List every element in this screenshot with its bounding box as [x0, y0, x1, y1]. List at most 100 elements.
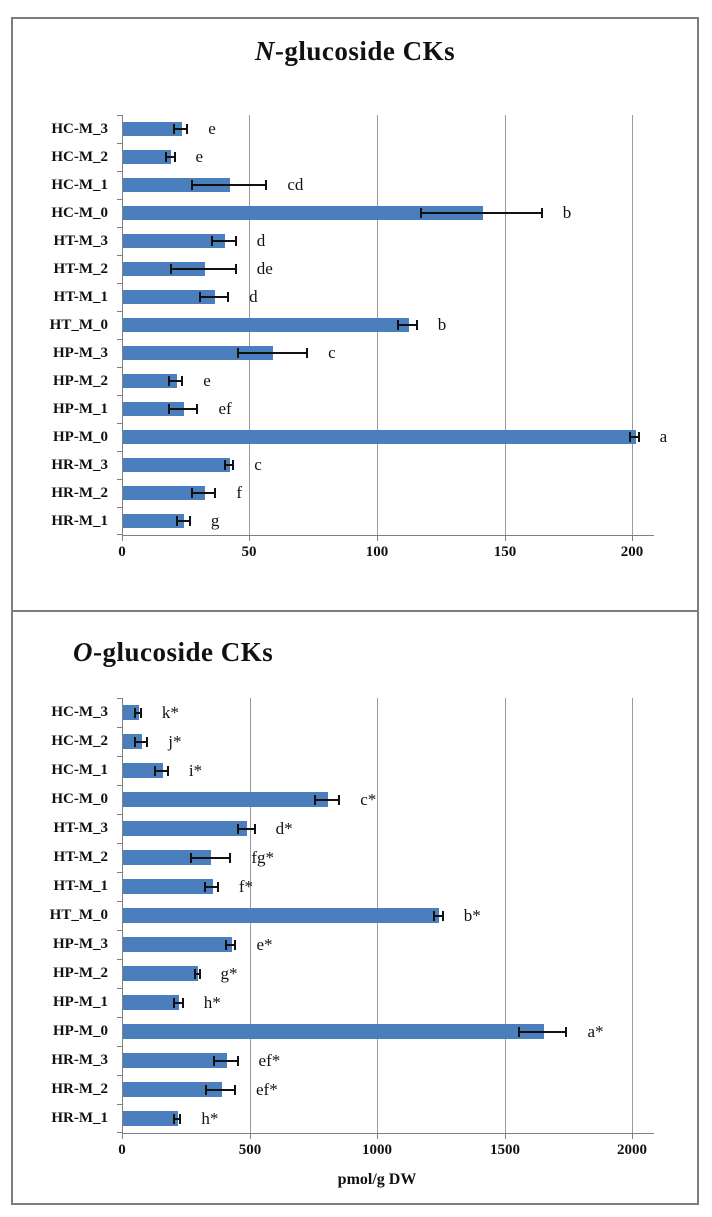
- bar: [123, 763, 163, 778]
- error-bar-cap-left: [173, 124, 175, 134]
- y-axis-tick: [117, 367, 122, 368]
- error-bar: [194, 968, 201, 980]
- bar: [123, 1053, 227, 1068]
- error-bar: [629, 431, 640, 443]
- error-bar: [313, 794, 341, 806]
- x-axis-line: [122, 1133, 654, 1134]
- error-bar-cap-left: [629, 432, 632, 442]
- category-label: HP-M_3: [53, 936, 108, 952]
- error-bar-cap-left: [432, 910, 435, 921]
- error-bar-cap-right: [234, 264, 237, 274]
- y-axis-tick: [117, 843, 122, 844]
- sig-letter: h*: [201, 1109, 219, 1128]
- error-bar-cap-left: [173, 997, 175, 1008]
- sig-letter: de: [256, 259, 273, 278]
- error-bar: [211, 235, 237, 247]
- error-bar-line: [189, 856, 232, 859]
- sig-letter: c: [328, 343, 336, 362]
- chart-title-rest: -glucoside CKs: [274, 36, 456, 66]
- error-bar-line: [224, 464, 235, 466]
- sig-letter: f*: [238, 877, 254, 896]
- error-bar-cap-left: [224, 460, 226, 470]
- error-bar-cap-right: [139, 707, 142, 718]
- error-bar-line: [190, 492, 217, 494]
- x-axis-tick-label: 500: [238, 1142, 262, 1158]
- error-bar: [204, 881, 219, 893]
- error-bar-line: [170, 268, 237, 270]
- error-bar-cap-left: [134, 707, 137, 718]
- error-bar-cap-right: [186, 124, 189, 134]
- chart-title-italic-letter: O: [73, 637, 93, 667]
- sig-letter: g*: [220, 964, 238, 983]
- error-bar-cap-left: [175, 516, 178, 526]
- error-bar: [420, 207, 543, 219]
- x-axis-tick-label: 50: [241, 544, 257, 560]
- error-bar-cap-right: [236, 1055, 239, 1066]
- error-bar-cap-left: [211, 236, 214, 246]
- error-bar-cap-left: [397, 320, 400, 330]
- bar: [123, 995, 179, 1010]
- bar: [123, 908, 439, 923]
- error-bar-cap-right: [181, 376, 184, 386]
- bar-chart-n-glucoside: HC-M_3 HC-M_2 HC-M_1 HC-M_0 HT-M_3 HT-M_2 HT-M…: [13, 115, 697, 595]
- bar: [123, 234, 225, 248]
- chart-title-o-glucoside: O-glucoside CKs: [13, 634, 697, 670]
- bar: [123, 262, 205, 276]
- error-bar-cap-left: [205, 1084, 208, 1095]
- error-bar-cap-right: [146, 736, 149, 747]
- error-bar-line: [236, 827, 256, 830]
- x-axis-tick: [505, 1133, 506, 1139]
- category-label: HT-M_3: [53, 820, 108, 836]
- x-axis-tick-label: 0: [118, 544, 126, 560]
- bar: [123, 792, 328, 807]
- error-bar: [167, 375, 184, 387]
- sig-letter: d: [249, 287, 258, 306]
- bar: [123, 458, 230, 472]
- bar: [123, 178, 230, 192]
- x-axis-tick: [377, 1133, 378, 1139]
- error-bar-cap-right: [234, 236, 237, 246]
- error-bar-line: [173, 128, 189, 130]
- category-label: HC-M_3: [51, 121, 108, 137]
- error-bar-cap-left: [190, 488, 193, 498]
- sig-letter: f: [236, 483, 243, 502]
- x-axis-tick: [632, 1133, 633, 1139]
- y-axis-tick: [117, 534, 122, 535]
- error-bar-cap-right: [188, 516, 191, 526]
- error-bar-cap-left: [236, 348, 239, 358]
- chart-title-rest: -glucoside CKs: [93, 637, 274, 667]
- y-axis-line: [122, 698, 123, 1133]
- x-axis-tick-label: 200: [620, 544, 644, 560]
- error-bar-cap-left: [420, 208, 423, 218]
- category-label: HP-M_2: [53, 965, 108, 981]
- error-bar-cap-left: [313, 794, 316, 805]
- error-bar-line: [134, 740, 149, 743]
- error-bar-cap-right: [166, 765, 169, 776]
- x-axis-line: [122, 535, 654, 536]
- y-axis-tick: [117, 115, 122, 116]
- error-bar-cap-left: [204, 881, 207, 892]
- error-bar: [167, 403, 199, 415]
- error-bar: [236, 823, 256, 835]
- error-bar: [173, 123, 189, 135]
- bar: [123, 1024, 544, 1039]
- category-label: HP-M_0: [53, 1023, 108, 1039]
- bar: [123, 850, 211, 865]
- error-bar-cap-right: [216, 881, 219, 892]
- bar: [123, 122, 182, 136]
- sig-letter: b: [437, 315, 447, 334]
- y-axis-tick: [117, 756, 122, 757]
- sig-letter: fg*: [251, 848, 275, 867]
- sig-letter: b*: [463, 906, 481, 925]
- bar: [123, 1111, 178, 1126]
- bar: [123, 514, 184, 528]
- category-label: HR-M_1: [51, 1110, 108, 1126]
- bar: [123, 374, 177, 388]
- gridline: [632, 115, 633, 535]
- error-bar-cap-left: [167, 376, 170, 386]
- y-axis-tick: [117, 785, 122, 786]
- bar: [123, 430, 636, 444]
- sig-letter: a*: [587, 1022, 604, 1041]
- error-bar-cap-right: [637, 432, 640, 442]
- sig-letter: ef*: [258, 1051, 281, 1070]
